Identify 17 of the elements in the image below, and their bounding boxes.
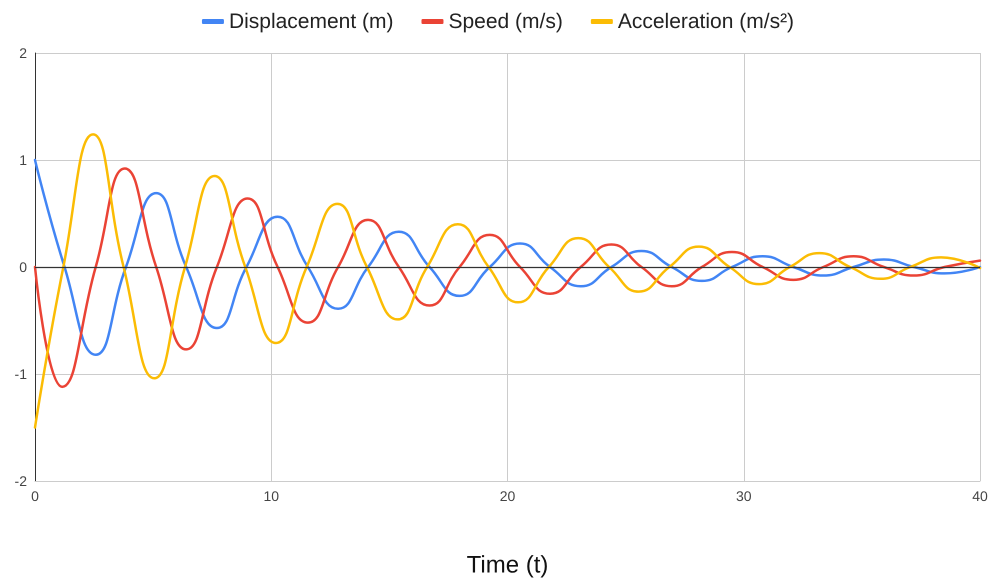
legend-label: Displacement (m) <box>228 10 394 33</box>
y-tick-label: -1 <box>14 366 28 382</box>
x-tick-label: 30 <box>736 488 752 504</box>
y-tick-label: 2 <box>19 45 28 61</box>
line-series <box>34 158 982 356</box>
line-series <box>34 167 982 388</box>
x-tick-label: 20 <box>500 488 516 504</box>
y-tick-label: 0 <box>19 259 28 275</box>
x-tick-label: 10 <box>263 488 280 504</box>
x-axis-title: Time (t) <box>466 552 548 578</box>
legend-label: Acceleration (m/s²) <box>618 10 794 33</box>
y-tick-label: -2 <box>14 473 28 489</box>
y-tick-label: 1 <box>19 152 28 168</box>
x-tick-label: 0 <box>31 488 40 504</box>
x-tick-label: 40 <box>972 488 988 504</box>
legend-label: Speed (m/s) <box>448 10 563 33</box>
line-series <box>34 133 982 429</box>
